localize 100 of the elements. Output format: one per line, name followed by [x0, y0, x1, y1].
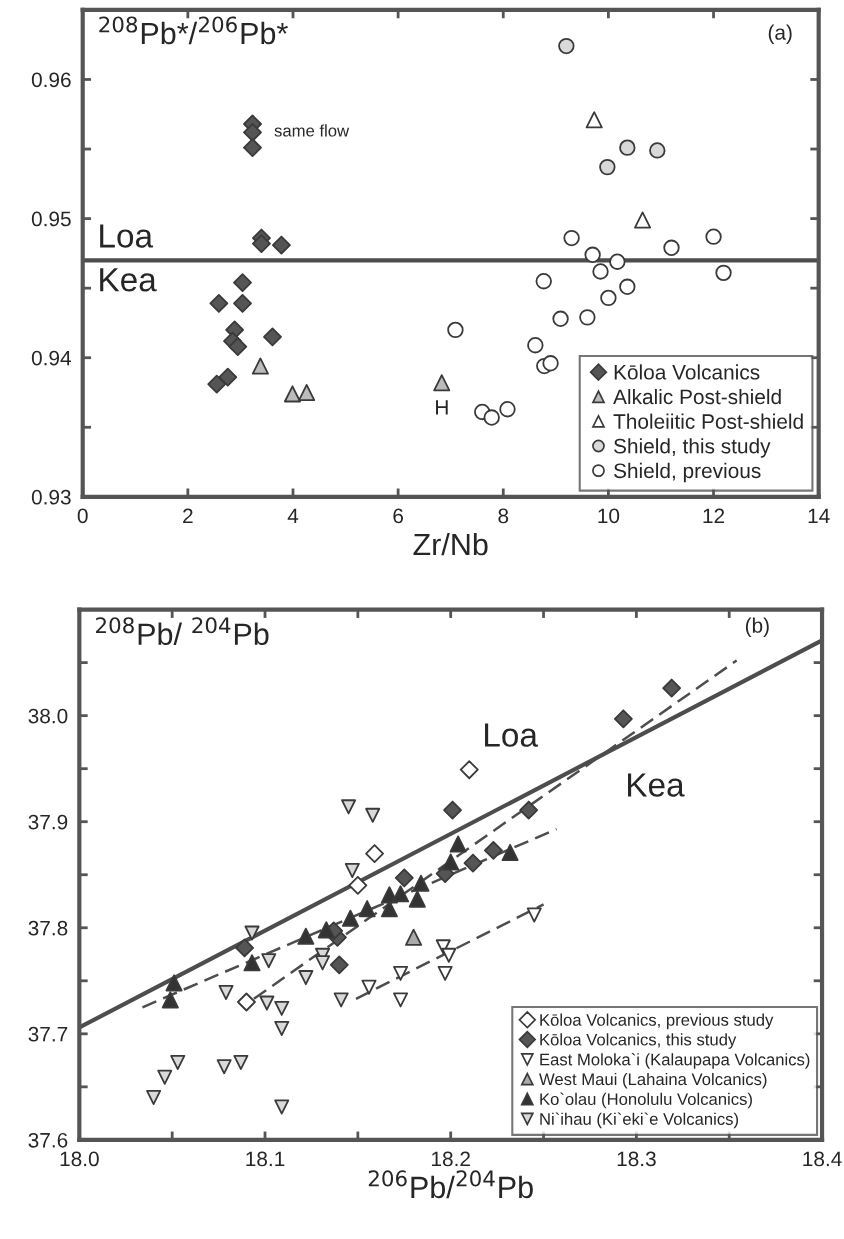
point	[483, 409, 500, 426]
x-tick-label: 14	[808, 508, 830, 524]
point	[600, 289, 617, 307]
point	[441, 947, 457, 963]
x-tick-label: 4	[287, 508, 299, 524]
point	[243, 138, 262, 158]
point	[333, 992, 349, 1008]
point	[170, 1054, 186, 1070]
point	[619, 139, 636, 156]
point	[412, 874, 430, 892]
point	[358, 900, 376, 918]
legend-label: Alkalic Post-shield	[613, 388, 781, 405]
point	[442, 853, 460, 871]
point	[715, 264, 732, 282]
x-tick-label: 2	[183, 508, 193, 524]
x-tick-label: 18.3	[617, 1151, 656, 1167]
legend-label: West Maui (Lahaina Volcanics)	[539, 1072, 767, 1089]
point	[216, 1059, 232, 1075]
point	[157, 1069, 173, 1085]
point	[317, 921, 335, 939]
point	[447, 321, 464, 339]
point	[535, 273, 552, 290]
legend-label: Shield, this study	[614, 438, 771, 458]
legend-label: East Moloka`i (Kalaupapa Volcanics)	[540, 1053, 810, 1069]
point	[361, 979, 377, 995]
x-tick-label: 18.0	[60, 1151, 99, 1167]
point	[613, 709, 633, 729]
point	[274, 1000, 290, 1016]
point	[365, 844, 384, 863]
point	[146, 1089, 162, 1105]
y-tick-label: 38.0	[28, 708, 68, 724]
point	[392, 885, 410, 903]
point	[408, 890, 426, 908]
point	[243, 122, 262, 142]
point	[251, 357, 269, 375]
x-tick-label: 10	[598, 508, 620, 524]
annotation: (b)	[745, 617, 769, 637]
point	[298, 970, 314, 986]
point	[283, 385, 301, 403]
point	[542, 355, 559, 372]
y-tick-label: 0.93	[31, 489, 71, 505]
point	[263, 327, 282, 347]
point	[649, 142, 666, 159]
y-axis-title: $^{208}$Pb/ $^{204}$Pb	[96, 617, 269, 646]
point	[483, 840, 503, 860]
x-tick-label: 18.2	[432, 1151, 470, 1167]
legend-label: Ko`olau (Honolulu Volcanics)	[540, 1092, 752, 1109]
point	[233, 294, 252, 313]
point	[558, 37, 575, 55]
y-tick-label: 0.96	[31, 72, 71, 88]
point	[443, 800, 462, 820]
point	[218, 367, 238, 387]
point	[237, 992, 256, 1012]
annotation: Loa	[100, 224, 154, 248]
point	[405, 928, 423, 946]
y-axis-title: $^{208}$Pb*/$^{206}$Pb*	[99, 16, 288, 45]
point	[228, 337, 248, 356]
annotation: H	[436, 400, 448, 415]
point	[459, 760, 479, 780]
point	[161, 991, 179, 1009]
point	[619, 278, 636, 295]
annotation: Kea	[100, 268, 157, 292]
point	[259, 995, 275, 1011]
point	[209, 294, 229, 313]
point	[584, 246, 601, 263]
point	[274, 1099, 290, 1115]
point	[393, 992, 409, 1008]
point	[272, 235, 291, 255]
legend-label: Tholeiitic Post-shield	[613, 413, 803, 429]
point	[501, 843, 519, 861]
legend-label: Kōloa Volcanics, previous study	[540, 1013, 774, 1030]
point	[592, 263, 609, 280]
point	[499, 401, 516, 418]
annotation: Kea	[628, 773, 685, 797]
point	[341, 909, 359, 927]
point	[233, 273, 252, 293]
point	[519, 800, 539, 820]
y-tick-label: 37.9	[28, 814, 68, 830]
x-tick-label: 6	[393, 508, 403, 524]
point	[348, 875, 368, 895]
point	[705, 228, 722, 245]
point	[252, 234, 271, 254]
y-tick-label: 37.8	[28, 920, 68, 936]
x-axis-title: Zr/Nb	[413, 532, 488, 556]
y-tick-label: 37.6	[28, 1132, 68, 1148]
point	[244, 925, 260, 941]
point	[341, 799, 357, 815]
x-axis-title: $^{206}$Pb/$^{204}$Pb	[368, 1170, 533, 1199]
legend-label: Kōloa Volcanics	[614, 364, 760, 380]
legend-label: Kōloa Volcanics, this study	[540, 1033, 737, 1049]
legend-label: Shield, previous	[614, 462, 761, 483]
point	[663, 239, 680, 256]
annotation: Loa	[485, 723, 538, 747]
point	[433, 374, 451, 392]
annotation: same flow	[274, 124, 350, 137]
point	[585, 111, 603, 129]
legend-label: Ni`ihau (Ki`eki`e Volcanics)	[540, 1112, 738, 1129]
point	[298, 383, 316, 402]
x-tick-label: 8	[498, 508, 509, 524]
point	[527, 337, 544, 354]
